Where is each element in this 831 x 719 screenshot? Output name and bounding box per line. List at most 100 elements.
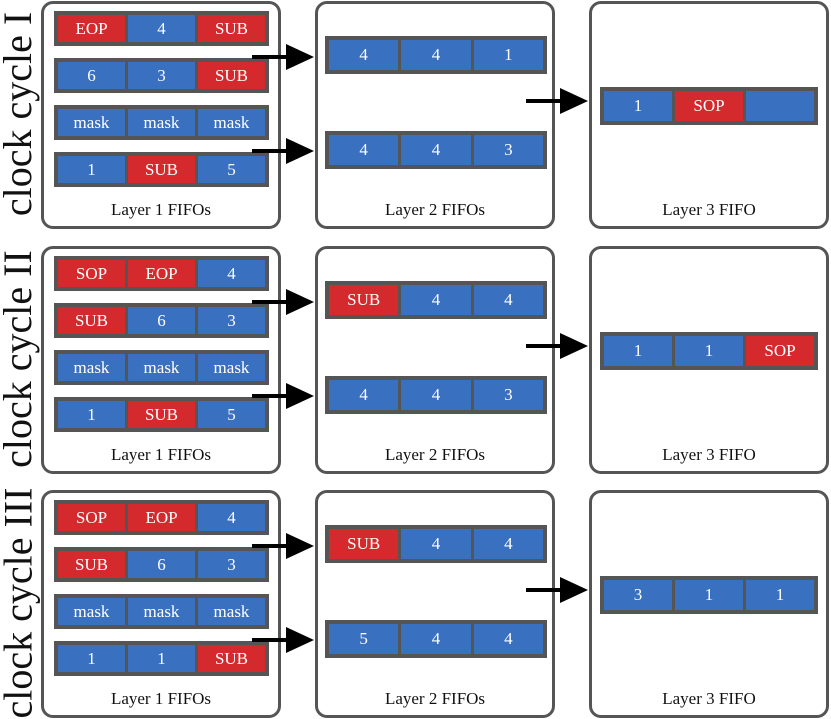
arrow-icon (252, 533, 314, 559)
fifo-cell: 4 (401, 285, 471, 315)
layer2-fifo: SUB 4 4 (325, 525, 547, 563)
fifo-cell: 3 (128, 62, 195, 89)
layer1-fifo: mask mask mask (54, 594, 269, 629)
fifo-cell: SOP (58, 504, 125, 531)
arrow-icon (252, 44, 314, 70)
fifo-cell: EOP (128, 504, 195, 531)
fifo-cell: SUB (58, 551, 125, 578)
fifo-cell: SUB (128, 401, 195, 428)
layer2-caption: Layer 2 FIFOs (384, 689, 486, 708)
arrow-icon (252, 138, 314, 164)
fifo-cell: 3 (473, 135, 543, 165)
layer3-panel: 1 SOP Layer 3 FIFO (589, 1, 829, 229)
fifo-cell: 1 (58, 645, 125, 672)
fifo-cell: 4 (329, 40, 399, 70)
cycle-label: clock cycle I (0, 0, 41, 228)
fifo-cell: 4 (198, 260, 265, 287)
fifo-cell: 1 (473, 40, 543, 70)
arrow-icon (526, 333, 588, 359)
fifo-cell: SUB (128, 156, 195, 183)
fifo-cell: SUB (198, 62, 265, 89)
layer1-fifo: mask mask mask (54, 350, 269, 385)
layer2-caption: Layer 2 FIFOs (384, 445, 486, 464)
fifo-cell: SUB (198, 15, 265, 42)
cycle-label-text: clock cycle III (0, 487, 40, 719)
cycle-label-text: clock cycle I (0, 12, 41, 217)
layer3-fifo: 1 1 SOP (600, 332, 818, 370)
layer3-fifo: 1 SOP (600, 87, 818, 125)
fifo-cell: SUB (329, 529, 399, 559)
arrow-icon (526, 577, 588, 603)
layer3-caption: Layer 3 FIFO (662, 445, 756, 464)
layer1-fifo: SOP EOP 4 (54, 256, 269, 291)
fifo-cell: 3 (198, 551, 265, 578)
layer1-fifo: 1 1 SUB (54, 641, 269, 676)
layer1-fifo: SOP EOP 4 (54, 500, 269, 535)
fifo-cell: 6 (58, 62, 125, 89)
fifo-cell: 4 (329, 380, 399, 410)
fifo-cell: 1 (675, 580, 743, 610)
fifo-cell: mask (128, 354, 195, 381)
arrow-icon (252, 289, 314, 315)
layer2-caption: Layer 2 FIFOs (384, 200, 486, 219)
layer2-panel: SUB 4 4 5 4 4 Layer 2 FIFOs (315, 490, 555, 718)
fifo-cell: 4 (401, 135, 471, 165)
layer1-panel: SOP EOP 4 SUB 6 3 mask mask mask 1 1 SUB Layer 1 FIF… (41, 490, 281, 718)
layer1-fifo: mask mask mask (54, 105, 269, 140)
layer3-panel: 1 1 SOP Layer 3 FIFO (589, 246, 829, 474)
fifo-cell: 4 (401, 40, 471, 70)
fifo-cell: 4 (473, 624, 543, 654)
fifo-cell: 4 (473, 285, 543, 315)
fifo-cell: mask (58, 598, 125, 625)
layer1-fifo: 1 SUB 5 (54, 397, 269, 432)
fifo-cell: 1 (128, 645, 195, 672)
fifo-cell: 6 (128, 307, 195, 334)
fifo-cell: 5 (198, 156, 265, 183)
layer3-panel: 3 1 1 Layer 3 FIFO (589, 490, 829, 718)
fifo-cell: 4 (401, 624, 471, 654)
fifo-cell: 5 (198, 401, 265, 428)
layer1-fifo: EOP 4 SUB (54, 11, 269, 46)
layer1-fifo: SUB 6 3 (54, 547, 269, 582)
fifo-cell: 1 (58, 156, 125, 183)
layer2-panel: 4 4 1 4 4 3 Layer 2 FIFOs (315, 1, 555, 229)
fifo-cell: 4 (198, 504, 265, 531)
fifo-cell: EOP (128, 260, 195, 287)
fifo-cell: SOP (675, 91, 743, 121)
layer1-caption: Layer 1 FIFOs (110, 200, 212, 219)
fifo-cell: mask (128, 598, 195, 625)
fifo-cell: mask (58, 354, 125, 381)
layer3-caption: Layer 3 FIFO (662, 689, 756, 708)
layer1-panel: EOP 4 SUB 6 3 SUB mask mask mask 1 SUB 5 Layer 1 FIF… (41, 1, 281, 229)
arrow-icon (252, 627, 314, 653)
fifo-cell: 4 (401, 529, 471, 559)
fifo-cell: mask (198, 598, 265, 625)
layer1-fifo: 1 SUB 5 (54, 152, 269, 187)
layer1-panel: SOP EOP 4 SUB 6 3 mask mask mask 1 SUB 5 Layer 1 FIF… (41, 246, 281, 474)
layer1-caption: Layer 1 FIFOs (110, 445, 212, 464)
layer2-fifo: SUB 4 4 (325, 281, 547, 319)
arrow-icon (252, 383, 314, 409)
fifo-cell: 4 (401, 380, 471, 410)
layer1-fifo: 6 3 SUB (54, 58, 269, 93)
layer2-panel: SUB 4 4 4 4 3 Layer 2 FIFOs (315, 246, 555, 474)
fifo-cell: 5 (329, 624, 399, 654)
fifo-cell: 3 (604, 580, 672, 610)
fifo-cell: SUB (198, 645, 265, 672)
layer3-caption: Layer 3 FIFO (662, 200, 756, 219)
fifo-cell: 1 (746, 580, 814, 610)
fifo-cell: mask (198, 354, 265, 381)
fifo-cell: 4 (128, 15, 195, 42)
arrow-icon (526, 88, 588, 114)
fifo-cell: 1 (58, 401, 125, 428)
cycle-label-text: clock cycle II (0, 250, 41, 468)
fifo-cell: 1 (675, 336, 743, 366)
layer1-fifo: SUB 6 3 (54, 303, 269, 338)
fifo-cell: SOP (746, 336, 814, 366)
fifo-cell: 4 (329, 135, 399, 165)
fifo-cell: mask (198, 109, 265, 136)
